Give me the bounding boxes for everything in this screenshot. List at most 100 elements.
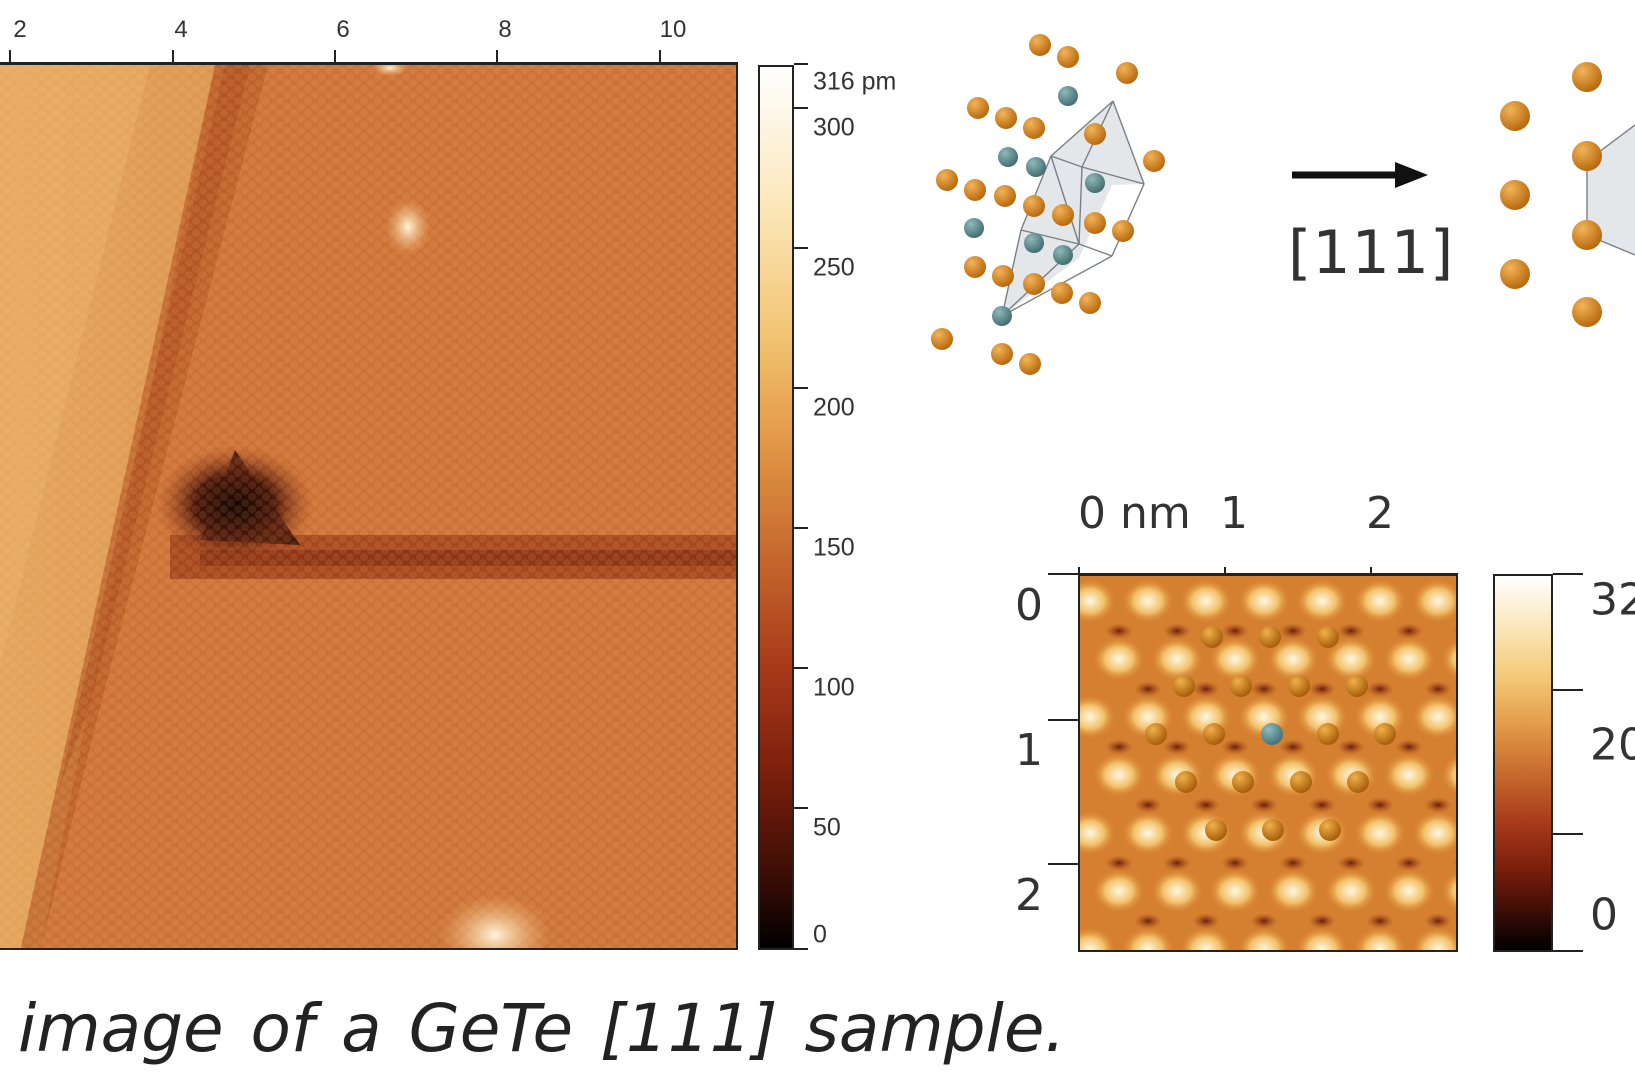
surface-depression bbox=[1424, 913, 1452, 929]
surface-depression bbox=[1424, 797, 1452, 813]
surface-depression bbox=[1453, 742, 1456, 752]
surface-depression bbox=[1250, 913, 1278, 929]
surface-depression bbox=[1192, 797, 1220, 813]
surface-depression bbox=[1221, 855, 1249, 871]
surface-atom-blob bbox=[1151, 753, 1203, 797]
surface-depression bbox=[1279, 623, 1307, 639]
x-tick-mark bbox=[9, 50, 11, 63]
colorbar-label: 250 bbox=[813, 253, 855, 282]
surface-atom-blob bbox=[1412, 579, 1456, 623]
surface-atom-blob bbox=[1383, 637, 1435, 681]
inset-x-tick bbox=[1078, 567, 1080, 575]
te-atom-marker bbox=[1346, 675, 1368, 697]
surface-depression bbox=[1395, 739, 1423, 755]
direction-arrow-icon bbox=[1292, 162, 1428, 188]
surface-atom-blob bbox=[1080, 927, 1116, 950]
surface-atom-blob bbox=[1080, 695, 1116, 739]
te-atom-marker bbox=[1347, 771, 1369, 793]
colorbar-tick bbox=[794, 948, 808, 950]
surface-atom-blob bbox=[1093, 637, 1145, 681]
surface-atom-blob bbox=[1080, 579, 1116, 623]
inset-y-tick bbox=[1048, 719, 1078, 721]
surface-atom-blob bbox=[1412, 695, 1456, 739]
surface-depression bbox=[1366, 797, 1394, 813]
surface-atom-blob bbox=[1383, 869, 1435, 913]
te-atom-marker bbox=[1203, 723, 1225, 745]
surface-atom-blob bbox=[1296, 927, 1348, 950]
surface-depression bbox=[1105, 739, 1133, 755]
te-atom-marker bbox=[1173, 675, 1195, 697]
surface-atom-blob bbox=[1354, 811, 1406, 855]
surface-atom-blob bbox=[1209, 637, 1261, 681]
surface-atom-blob bbox=[1093, 869, 1145, 913]
surface-atom-blob bbox=[1238, 927, 1290, 950]
surface-atom-blob bbox=[1441, 871, 1456, 911]
surface-depression bbox=[1337, 855, 1365, 871]
surface-depression bbox=[1105, 623, 1133, 639]
height-colorbar bbox=[758, 65, 794, 950]
colorbar-tick bbox=[794, 667, 808, 669]
surface-atom-blob bbox=[1412, 811, 1456, 855]
surface-atom-blob bbox=[1122, 811, 1174, 855]
direction-label: [111] bbox=[1288, 218, 1455, 288]
surface-atom-blob bbox=[1151, 869, 1203, 913]
inset-x-tick bbox=[1224, 567, 1226, 575]
colorbar-tick bbox=[794, 247, 808, 249]
te-atom-marker bbox=[1290, 771, 1312, 793]
surface-atom-blob bbox=[1267, 869, 1319, 913]
te-atom-marker bbox=[1145, 723, 1167, 745]
inset-x-label: 0 nm bbox=[1078, 488, 1191, 539]
x-tick-mark bbox=[172, 50, 174, 63]
te-atom-marker bbox=[1288, 675, 1310, 697]
surface-atom-blob bbox=[1296, 579, 1348, 623]
surface-depression bbox=[1366, 681, 1394, 697]
colorbar-tick bbox=[794, 527, 808, 529]
surface-atom-blob bbox=[1412, 927, 1456, 950]
surface-depression bbox=[1221, 739, 1249, 755]
colorbar-label: 100 bbox=[813, 673, 855, 702]
te-atom-marker bbox=[1201, 626, 1223, 648]
surface-depression bbox=[1395, 623, 1423, 639]
surface-depression bbox=[1134, 681, 1162, 697]
surface-depression bbox=[1308, 797, 1336, 813]
surface-depression bbox=[1192, 681, 1220, 697]
x-tick-label: 4 bbox=[174, 16, 188, 43]
colorbar-label: 200 bbox=[813, 393, 855, 422]
surface-atom-blob bbox=[1209, 869, 1261, 913]
inset-colorbar-tick bbox=[1553, 689, 1583, 691]
x-tick-label: 2 bbox=[13, 16, 27, 43]
surface-depression bbox=[1366, 913, 1394, 929]
surface-depression bbox=[1337, 623, 1365, 639]
surface-depression bbox=[1163, 855, 1191, 871]
surface-atom-blob bbox=[1267, 637, 1319, 681]
te-atom-marker bbox=[1175, 771, 1197, 793]
x-tick-mark bbox=[334, 50, 336, 63]
surface-atom-blob bbox=[1122, 927, 1174, 950]
surface-atom-blob bbox=[1383, 753, 1435, 797]
inset-x-tick bbox=[1370, 567, 1372, 575]
te-atom-marker bbox=[1259, 626, 1281, 648]
colorbar-max-label: 316 pm bbox=[813, 67, 897, 96]
colorbar-tick bbox=[794, 807, 808, 809]
surface-atom-blob bbox=[1325, 869, 1377, 913]
inset-colorbar bbox=[1493, 574, 1553, 952]
surface-depression bbox=[1395, 855, 1423, 871]
inset-y-label: 2 bbox=[1015, 870, 1043, 921]
surface-depression bbox=[1424, 681, 1452, 697]
x-tick-label: 8 bbox=[498, 16, 512, 43]
colorbar-tick bbox=[794, 63, 808, 65]
surface-atom-blob bbox=[1238, 579, 1290, 623]
te-atom-marker bbox=[1374, 723, 1396, 745]
inset-y-tick bbox=[1048, 863, 1078, 865]
surface-depression bbox=[1279, 855, 1307, 871]
surface-atom-blob bbox=[1325, 637, 1377, 681]
surface-depression bbox=[1279, 739, 1307, 755]
inset-x-label: 2 bbox=[1366, 488, 1394, 539]
te-atom-marker bbox=[1319, 819, 1341, 841]
surface-depression bbox=[1163, 739, 1191, 755]
gete-crystal-structure bbox=[931, 34, 1165, 375]
inset-y-label: 1 bbox=[1015, 725, 1043, 776]
surface-atom-blob bbox=[1354, 927, 1406, 950]
stm-topography-image bbox=[0, 63, 738, 950]
surface-atom-blob bbox=[1093, 753, 1145, 797]
